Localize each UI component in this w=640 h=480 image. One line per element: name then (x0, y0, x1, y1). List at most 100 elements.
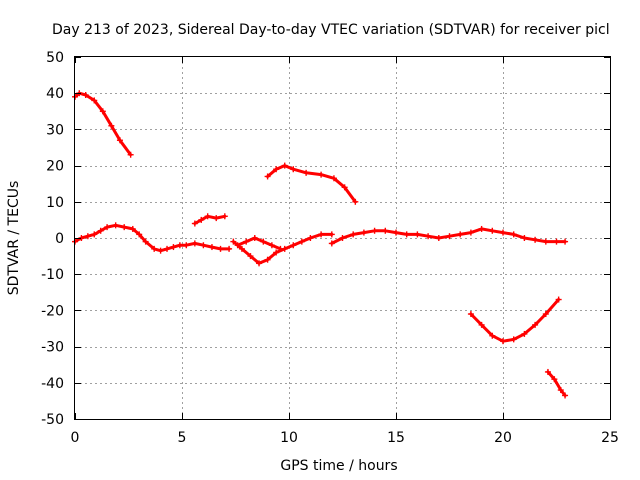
y-tick-label: 30 (46, 122, 64, 138)
data-point (247, 253, 254, 260)
data-point (204, 213, 211, 220)
data-point (97, 227, 104, 234)
data-point (268, 242, 275, 249)
y-tick-label: -20 (41, 303, 64, 319)
data-point (191, 240, 198, 247)
data-point (542, 311, 549, 318)
data-point (478, 225, 485, 232)
data-point (555, 296, 562, 303)
y-axis-label: SDTVAR / TECUs (6, 181, 22, 296)
y-tick-label: -50 (41, 412, 64, 428)
data-point (142, 238, 149, 245)
data-point (213, 215, 220, 222)
data-point (221, 213, 228, 220)
data-point (200, 242, 207, 249)
data-point (553, 238, 560, 245)
data-point (521, 330, 528, 337)
data-point (500, 338, 506, 345)
data-point (251, 235, 258, 241)
data-point (425, 233, 432, 240)
y-tick-label: -10 (41, 267, 64, 283)
data-point (371, 227, 378, 234)
x-tick-label: 15 (387, 430, 405, 446)
data-point (290, 166, 297, 173)
data-point (382, 227, 389, 234)
data-point (91, 97, 98, 104)
data-point (183, 242, 190, 249)
series-arc-9 (544, 368, 569, 399)
series-arc-3 (191, 213, 228, 227)
grid (75, 57, 610, 419)
data-point (350, 231, 357, 238)
series-arc-7 (328, 225, 569, 247)
data-point (328, 240, 335, 247)
data-point (414, 231, 421, 238)
data-point (208, 244, 215, 251)
data-point (478, 321, 485, 328)
y-tick-label: -30 (41, 340, 64, 356)
plot-frame (74, 56, 611, 420)
series-arc-2 (264, 162, 359, 205)
data-point (435, 235, 442, 241)
data-point (328, 231, 335, 238)
data-point (264, 173, 271, 180)
data-point (108, 122, 115, 129)
tick-layer: 0 5 10 15 20 25 -50 -40 -30 -20 -10 0 10 20 30 40 50 (41, 50, 619, 446)
data-point (393, 229, 399, 236)
data-point (544, 368, 551, 375)
y-tick-label: 0 (55, 231, 64, 247)
data-point (562, 238, 569, 245)
data-point (521, 235, 528, 241)
data-point (489, 332, 496, 339)
y-tick-label: 40 (46, 86, 64, 102)
data-point (260, 238, 267, 245)
x-tick-label: 10 (280, 430, 298, 446)
data-point (116, 137, 123, 144)
data-point (230, 238, 237, 245)
data-point (176, 242, 183, 249)
data-point (164, 245, 171, 252)
data-point (82, 92, 89, 99)
x-tick-label: 20 (494, 430, 512, 446)
data-point (446, 233, 453, 240)
data-point (303, 169, 310, 176)
data-point (467, 311, 474, 318)
data-point (510, 231, 517, 238)
x-axis-label: GPS time / hours (280, 458, 397, 474)
data-point (99, 108, 106, 115)
series-arc-8 (467, 296, 562, 345)
data-point (277, 245, 284, 252)
data-point (557, 387, 564, 394)
y-tick-label: 50 (46, 50, 64, 66)
data-point (127, 151, 134, 158)
x-tick-label: 5 (178, 430, 187, 446)
data-point (500, 229, 506, 236)
data-point (121, 224, 128, 231)
y-tick-label: 20 (46, 159, 64, 175)
data-point (298, 238, 305, 245)
data-point (339, 235, 346, 241)
data-point (457, 231, 464, 238)
data-point (330, 175, 337, 182)
series-line (73, 223, 231, 253)
data-point (360, 229, 367, 236)
data-point (532, 236, 539, 243)
data-point (273, 249, 280, 256)
data-point (157, 247, 164, 254)
data-point (489, 227, 496, 234)
data-point (542, 238, 549, 245)
data-point (290, 242, 297, 249)
data-point (467, 229, 474, 236)
data-point (217, 245, 224, 252)
series-arc-6 (234, 235, 284, 252)
x-tick-label: 0 (71, 430, 80, 446)
data-point (234, 242, 241, 249)
series-line (546, 370, 567, 397)
y-tick-label: 10 (46, 195, 64, 211)
data-point (170, 244, 177, 251)
data-point (238, 245, 245, 252)
data-point (510, 336, 517, 343)
data-point (264, 256, 271, 263)
data-point (551, 376, 558, 383)
